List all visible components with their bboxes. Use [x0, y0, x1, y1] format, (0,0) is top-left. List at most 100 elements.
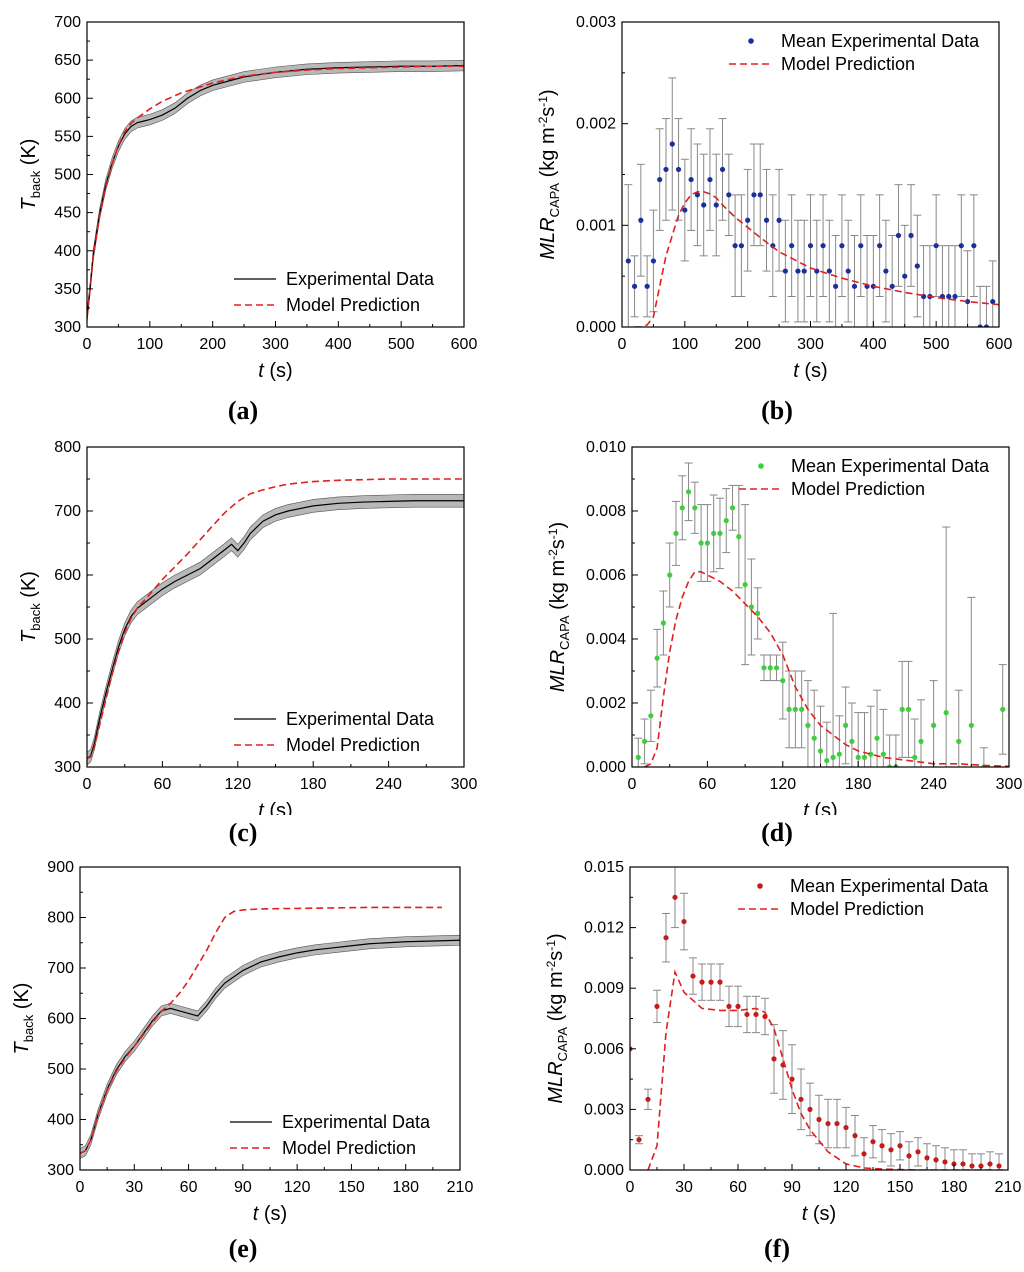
x-tick-label: 90	[783, 1179, 801, 1196]
data-point	[824, 758, 830, 764]
y-tick-label: 700	[54, 503, 81, 520]
x-tick-label: 30	[675, 1179, 693, 1196]
legend-c: Experimental Data Model Prediction	[234, 709, 435, 755]
y-tick-label: 300	[47, 1162, 74, 1179]
data-point	[755, 610, 761, 616]
data-point	[751, 192, 757, 198]
panel-label-a: (a)	[227, 396, 259, 425]
model-line	[87, 65, 464, 318]
x-axis-label: t (s)	[253, 1203, 287, 1225]
legend-e: Experimental Data Model Prediction	[230, 1112, 431, 1158]
y-tick-label: 0.002	[576, 116, 616, 133]
data-point	[983, 324, 990, 327]
data-point	[836, 751, 842, 757]
data-point	[861, 754, 868, 760]
panel-label-e: (e)	[228, 1234, 258, 1263]
data-point	[641, 738, 648, 744]
data-point	[635, 754, 641, 760]
legend-label-model: Model Prediction	[286, 735, 420, 755]
x-tick-label: 0	[626, 1179, 635, 1196]
plot-area-c	[87, 478, 464, 766]
data-point	[825, 1120, 831, 1127]
x-tick-label: 400	[860, 336, 887, 353]
data-point	[931, 722, 937, 728]
x-tick-label: 300	[996, 776, 1023, 793]
data-point	[905, 706, 912, 712]
data-point	[708, 979, 714, 985]
data-point	[704, 540, 710, 546]
y-tick-label: 400	[47, 1112, 74, 1129]
data-point	[699, 979, 705, 985]
legend-label-model: Model Prediction	[286, 295, 420, 315]
data-point	[807, 1106, 813, 1112]
y-axis-label: MLRCAPA (kg m-2s-1)	[546, 522, 572, 692]
x-axis-label: t (s)	[258, 800, 292, 815]
plot-area-d	[634, 462, 1009, 767]
data-point	[729, 505, 736, 511]
data-point	[761, 665, 767, 671]
chart-c-temperature: 0 60 120 180 240 300 300 400 500 600 700 800 t (s) Tb…	[18, 439, 478, 815]
data-point	[682, 207, 688, 213]
y-tick-label: 400	[54, 243, 81, 260]
x-tick-label: 0	[76, 1179, 85, 1196]
x-tick-label: 30	[125, 1179, 143, 1196]
data-point	[830, 754, 836, 760]
data-point	[811, 735, 817, 741]
data-point	[669, 141, 675, 147]
x-tick-label: 90	[234, 1179, 252, 1196]
x-tick-label: 300	[451, 776, 478, 793]
x-tick-label: 180	[941, 1179, 968, 1196]
legend-marker-experimental	[758, 463, 764, 469]
data-point	[952, 293, 958, 300]
y-tick-label: 650	[54, 52, 81, 69]
data-point	[681, 918, 687, 925]
y-tick-label: 500	[47, 1061, 74, 1078]
x-tick-label: 150	[887, 1179, 914, 1196]
data-point	[906, 1153, 912, 1159]
data-point	[631, 283, 638, 289]
x-tick-label: 600	[451, 336, 478, 353]
legend-label-experimental: Experimental Data	[286, 269, 435, 289]
data-point	[660, 620, 667, 626]
data-point	[679, 505, 685, 511]
data-point	[707, 176, 713, 183]
data-point	[877, 243, 883, 249]
data-point	[887, 764, 893, 767]
data-point	[789, 1076, 795, 1082]
data-point	[956, 738, 962, 744]
plot-area-a	[87, 59, 464, 324]
data-point	[650, 258, 657, 264]
legend-label-experimental: Experimental Data	[282, 1112, 431, 1132]
data-point	[753, 1011, 759, 1018]
y-tick-label: 500	[54, 167, 81, 184]
data-point	[918, 738, 924, 744]
data-point	[897, 1143, 903, 1149]
data-point	[895, 232, 902, 239]
data-point	[807, 243, 814, 249]
data-point	[889, 283, 895, 289]
data-point	[776, 217, 782, 223]
chart-d-mass-loss-rate: 0 60 120 180 240 300 0.000 0.002 0.004 0.006 0.008…	[546, 439, 1023, 815]
data-point	[924, 1155, 930, 1161]
x-tick-label: 60	[154, 776, 172, 793]
data-point	[946, 293, 952, 300]
panel-label-b: (b)	[761, 396, 793, 425]
y-tick-label: 700	[54, 14, 81, 31]
y-tick-label: 300	[54, 319, 81, 336]
data-point	[996, 1163, 1002, 1169]
data-point	[879, 1143, 885, 1149]
data-point	[888, 1147, 894, 1153]
data-point	[839, 243, 845, 249]
data-point	[694, 192, 700, 198]
data-point	[645, 1096, 651, 1102]
experimental-line	[80, 939, 460, 1154]
data-point	[625, 258, 631, 264]
x-tick-label: 100	[136, 336, 163, 353]
chart-f-mass-loss-rate: 0 30 60 90 120 150 180 210 0.000 0.003 0.006 0.009 0…	[544, 859, 1021, 1225]
x-tick-label: 210	[447, 1179, 474, 1196]
data-point	[786, 706, 792, 712]
data-point	[685, 489, 692, 495]
y-tick-label: 500	[54, 631, 81, 648]
x-tick-label: 200	[734, 336, 761, 353]
y-tick-label: 0.000	[586, 759, 626, 776]
